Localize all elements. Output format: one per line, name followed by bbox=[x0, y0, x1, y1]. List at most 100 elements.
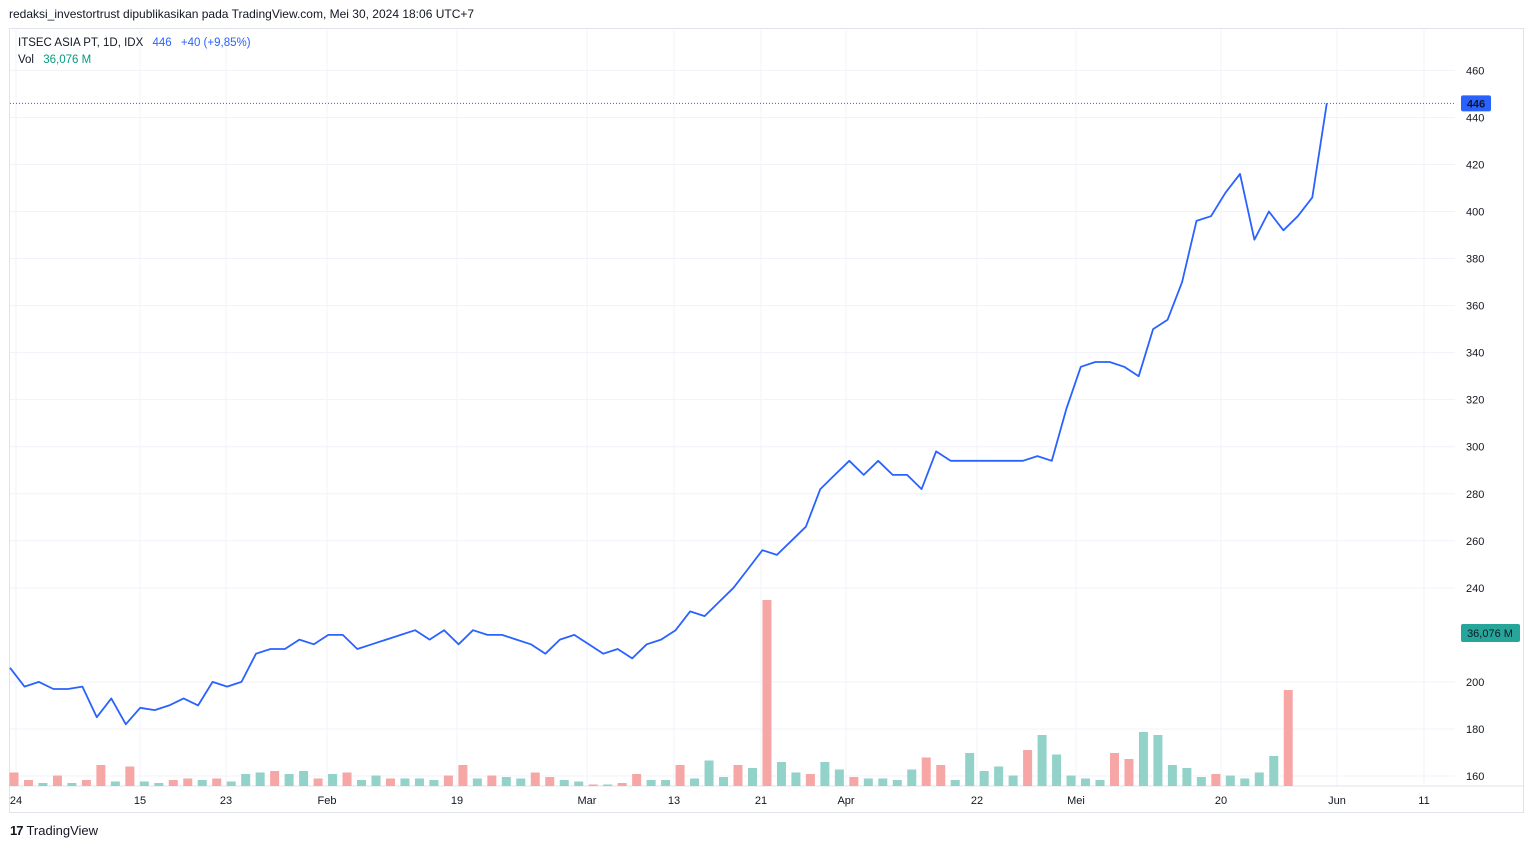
time-axis-label: 22 bbox=[971, 795, 983, 807]
tradingview-logo-icon: 17 bbox=[10, 823, 24, 838]
volume-bar bbox=[1283, 690, 1293, 786]
price-axis-label: 280 bbox=[1466, 489, 1484, 501]
volume-bar bbox=[67, 783, 77, 786]
volume-bar bbox=[458, 765, 468, 786]
time-axis-label: 15 bbox=[134, 795, 146, 807]
volume-bar bbox=[574, 781, 584, 786]
time-axis-label: 19 bbox=[451, 795, 463, 807]
volume-bar bbox=[747, 768, 757, 786]
volume-bar bbox=[1225, 775, 1235, 786]
legend-change: +40 (+9,85%) bbox=[180, 37, 251, 49]
volume-bar bbox=[400, 778, 410, 786]
price-axis-label: 360 bbox=[1466, 301, 1484, 313]
volume-bar bbox=[805, 774, 815, 786]
volume-bar bbox=[23, 780, 33, 786]
volume-bar bbox=[371, 775, 381, 786]
volume-bar bbox=[487, 775, 497, 786]
volume-bar bbox=[1240, 778, 1250, 786]
volume-bar bbox=[878, 778, 888, 786]
price-axis-label: 440 bbox=[1466, 112, 1484, 124]
volume-bar bbox=[342, 772, 352, 786]
price-axis-label: 200 bbox=[1466, 677, 1484, 689]
volume-bar bbox=[96, 765, 106, 786]
volume-bar bbox=[212, 778, 222, 786]
volume-bar bbox=[1124, 759, 1134, 786]
volume-bar bbox=[328, 774, 338, 786]
chart-legend: ITSEC ASIA PT, 1D, IDX 446 +40 (+9,85%) … bbox=[18, 35, 251, 69]
time-axis-label: 11 bbox=[1418, 795, 1429, 807]
volume-bar bbox=[719, 777, 729, 786]
time-axis-label: Mar bbox=[578, 795, 597, 807]
volume-bar bbox=[661, 780, 671, 786]
volume-bar bbox=[588, 784, 598, 786]
volume-bar bbox=[1095, 780, 1105, 786]
legend-symbol-row: ITSEC ASIA PT, 1D, IDX 446 +40 (+9,85%) bbox=[18, 35, 251, 52]
price-axis-label: 420 bbox=[1466, 159, 1484, 171]
volume-bar bbox=[9, 772, 19, 786]
volume-bar bbox=[603, 784, 613, 786]
volume-bar bbox=[950, 780, 960, 786]
volume-bar bbox=[52, 775, 62, 786]
volume-bar bbox=[284, 774, 294, 786]
volume-bar bbox=[110, 781, 120, 786]
volume-bar bbox=[1008, 775, 1018, 786]
legend-volume-value: 36,076 M bbox=[43, 54, 92, 66]
volume-bar bbox=[994, 766, 1004, 786]
time-axis-label: 21 bbox=[755, 795, 767, 807]
volume-bar bbox=[545, 777, 555, 786]
volume-bar bbox=[357, 780, 367, 786]
volume-bar bbox=[921, 757, 931, 786]
volume-bar bbox=[139, 781, 149, 786]
volume-bar bbox=[1211, 774, 1221, 786]
price-axis-label: 260 bbox=[1466, 536, 1484, 548]
time-axis-label: Feb bbox=[318, 795, 337, 807]
volume-bar bbox=[1023, 750, 1033, 786]
volume-bar bbox=[820, 762, 830, 786]
volume-bar bbox=[226, 781, 236, 786]
volume-bar bbox=[385, 778, 395, 786]
volume-bar bbox=[154, 783, 164, 786]
time-axis-label: 13 bbox=[668, 795, 680, 807]
price-line bbox=[9, 103, 1328, 726]
volume-bar bbox=[690, 778, 700, 786]
volume-bar bbox=[762, 600, 772, 786]
legend-symbol: ITSEC ASIA PT, 1D, IDX bbox=[18, 37, 144, 49]
volume-bar bbox=[907, 769, 917, 786]
volume-bar bbox=[834, 769, 844, 786]
legend-volume-row: Vol 36,076 M bbox=[18, 52, 251, 69]
volume-bar bbox=[646, 780, 656, 786]
time-axis-label: 20 bbox=[1215, 795, 1227, 807]
volume-bar bbox=[1196, 777, 1206, 786]
volume-badge bbox=[1461, 624, 1520, 642]
price-axis-label: 340 bbox=[1466, 348, 1484, 360]
volume-bar bbox=[183, 778, 193, 786]
volume-bar bbox=[1138, 732, 1148, 786]
volume-bar bbox=[125, 766, 135, 786]
volume-badge-label: 36,076 M bbox=[1467, 628, 1513, 640]
volume-bar bbox=[1182, 768, 1192, 786]
price-axis-label: 180 bbox=[1466, 724, 1484, 736]
price-axis-label: 400 bbox=[1466, 207, 1484, 219]
footer-brand[interactable]: 17 TradingView bbox=[10, 823, 98, 838]
volume-bar bbox=[1167, 765, 1177, 786]
volume-bar bbox=[38, 783, 48, 786]
time-axis-label: Mei bbox=[1067, 795, 1085, 807]
volume-bar bbox=[1269, 756, 1279, 786]
time-axis-label: Apr bbox=[837, 795, 854, 807]
volume-bar bbox=[1037, 735, 1047, 786]
legend-last-price: 446 bbox=[152, 37, 172, 49]
volume-bar bbox=[617, 783, 627, 786]
volume-bar bbox=[733, 765, 743, 786]
volume-bar bbox=[1052, 754, 1062, 786]
volume-bar bbox=[501, 777, 511, 786]
volume-bar bbox=[849, 777, 859, 786]
footer-brand-label: TradingView bbox=[26, 823, 99, 838]
volume-bar bbox=[892, 780, 902, 786]
volume-bar bbox=[632, 774, 642, 786]
volume-bar bbox=[776, 762, 786, 786]
volume-bar bbox=[1109, 753, 1119, 786]
volume-bar bbox=[241, 774, 251, 786]
volume-bar bbox=[472, 778, 482, 786]
volume-bar bbox=[443, 775, 453, 786]
